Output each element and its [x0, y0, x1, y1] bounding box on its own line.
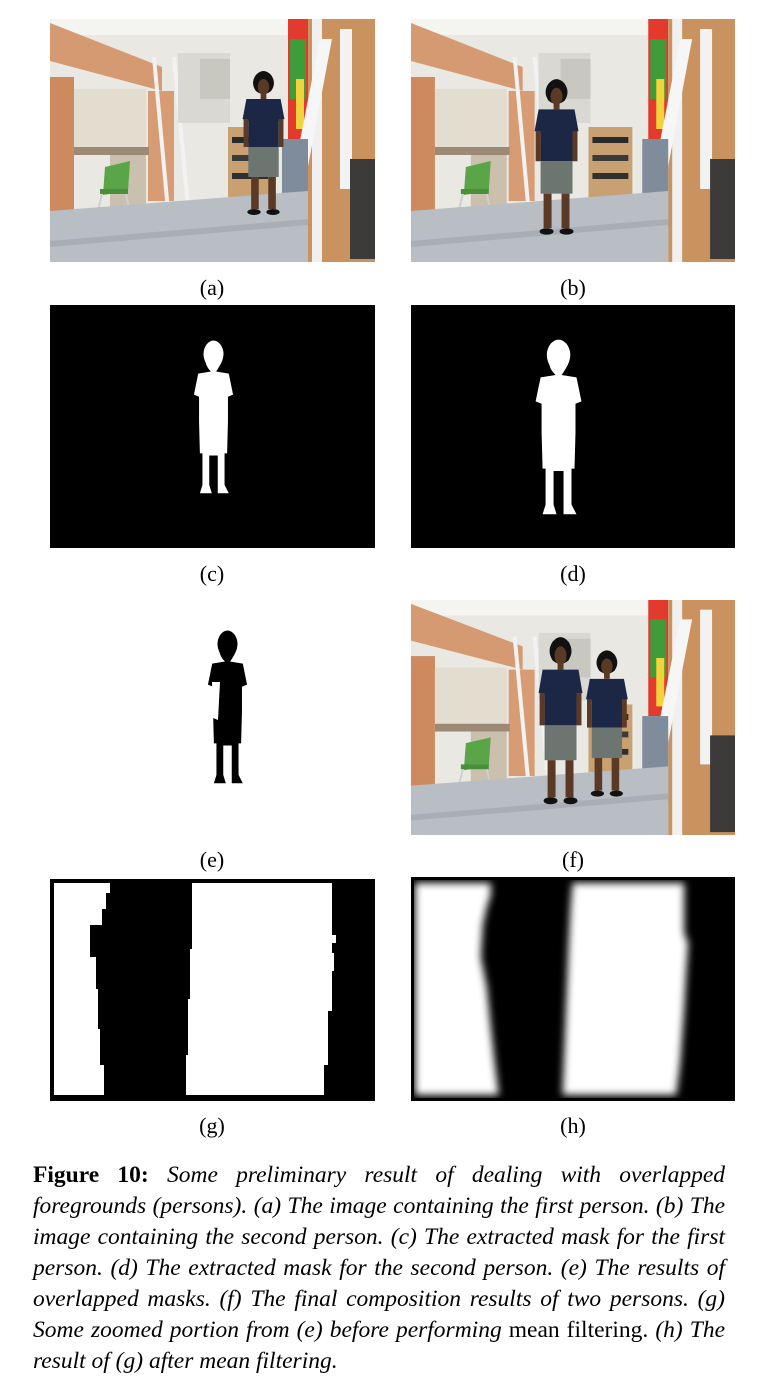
- panel-c-label: (c): [199, 561, 225, 586]
- figure-label: Figure 10:: [33, 1162, 149, 1188]
- panel-g-label: (g): [199, 1113, 225, 1138]
- panel-h-label: (h): [560, 1113, 586, 1138]
- panel-c-mask: [50, 305, 375, 548]
- panel-d-label: (d): [560, 561, 586, 586]
- panel-e-label: (e): [199, 847, 225, 872]
- panel-a-image: [50, 19, 375, 262]
- panel-b-label: (b): [560, 275, 586, 300]
- panel-d-mask: [411, 305, 735, 548]
- figure-caption: Figure 10: Some preliminary result of de…: [33, 1160, 725, 1377]
- panel-b-image: [411, 19, 735, 262]
- panel-f-image: [411, 600, 735, 835]
- panel-f-label: (f): [562, 847, 584, 872]
- panel-e-overlap: [50, 600, 375, 835]
- caption-upright-text: mean filtering.: [508, 1317, 649, 1343]
- panel-a-label: (a): [199, 275, 225, 300]
- caption-text-2: (h) The result of (g) after mean filteri…: [33, 1317, 726, 1374]
- caption-text-1: Some preliminary result of dealing with …: [33, 1162, 726, 1343]
- panel-g-zoom-mask: [50, 879, 375, 1101]
- panel-h-zoom-filtered: [411, 877, 735, 1101]
